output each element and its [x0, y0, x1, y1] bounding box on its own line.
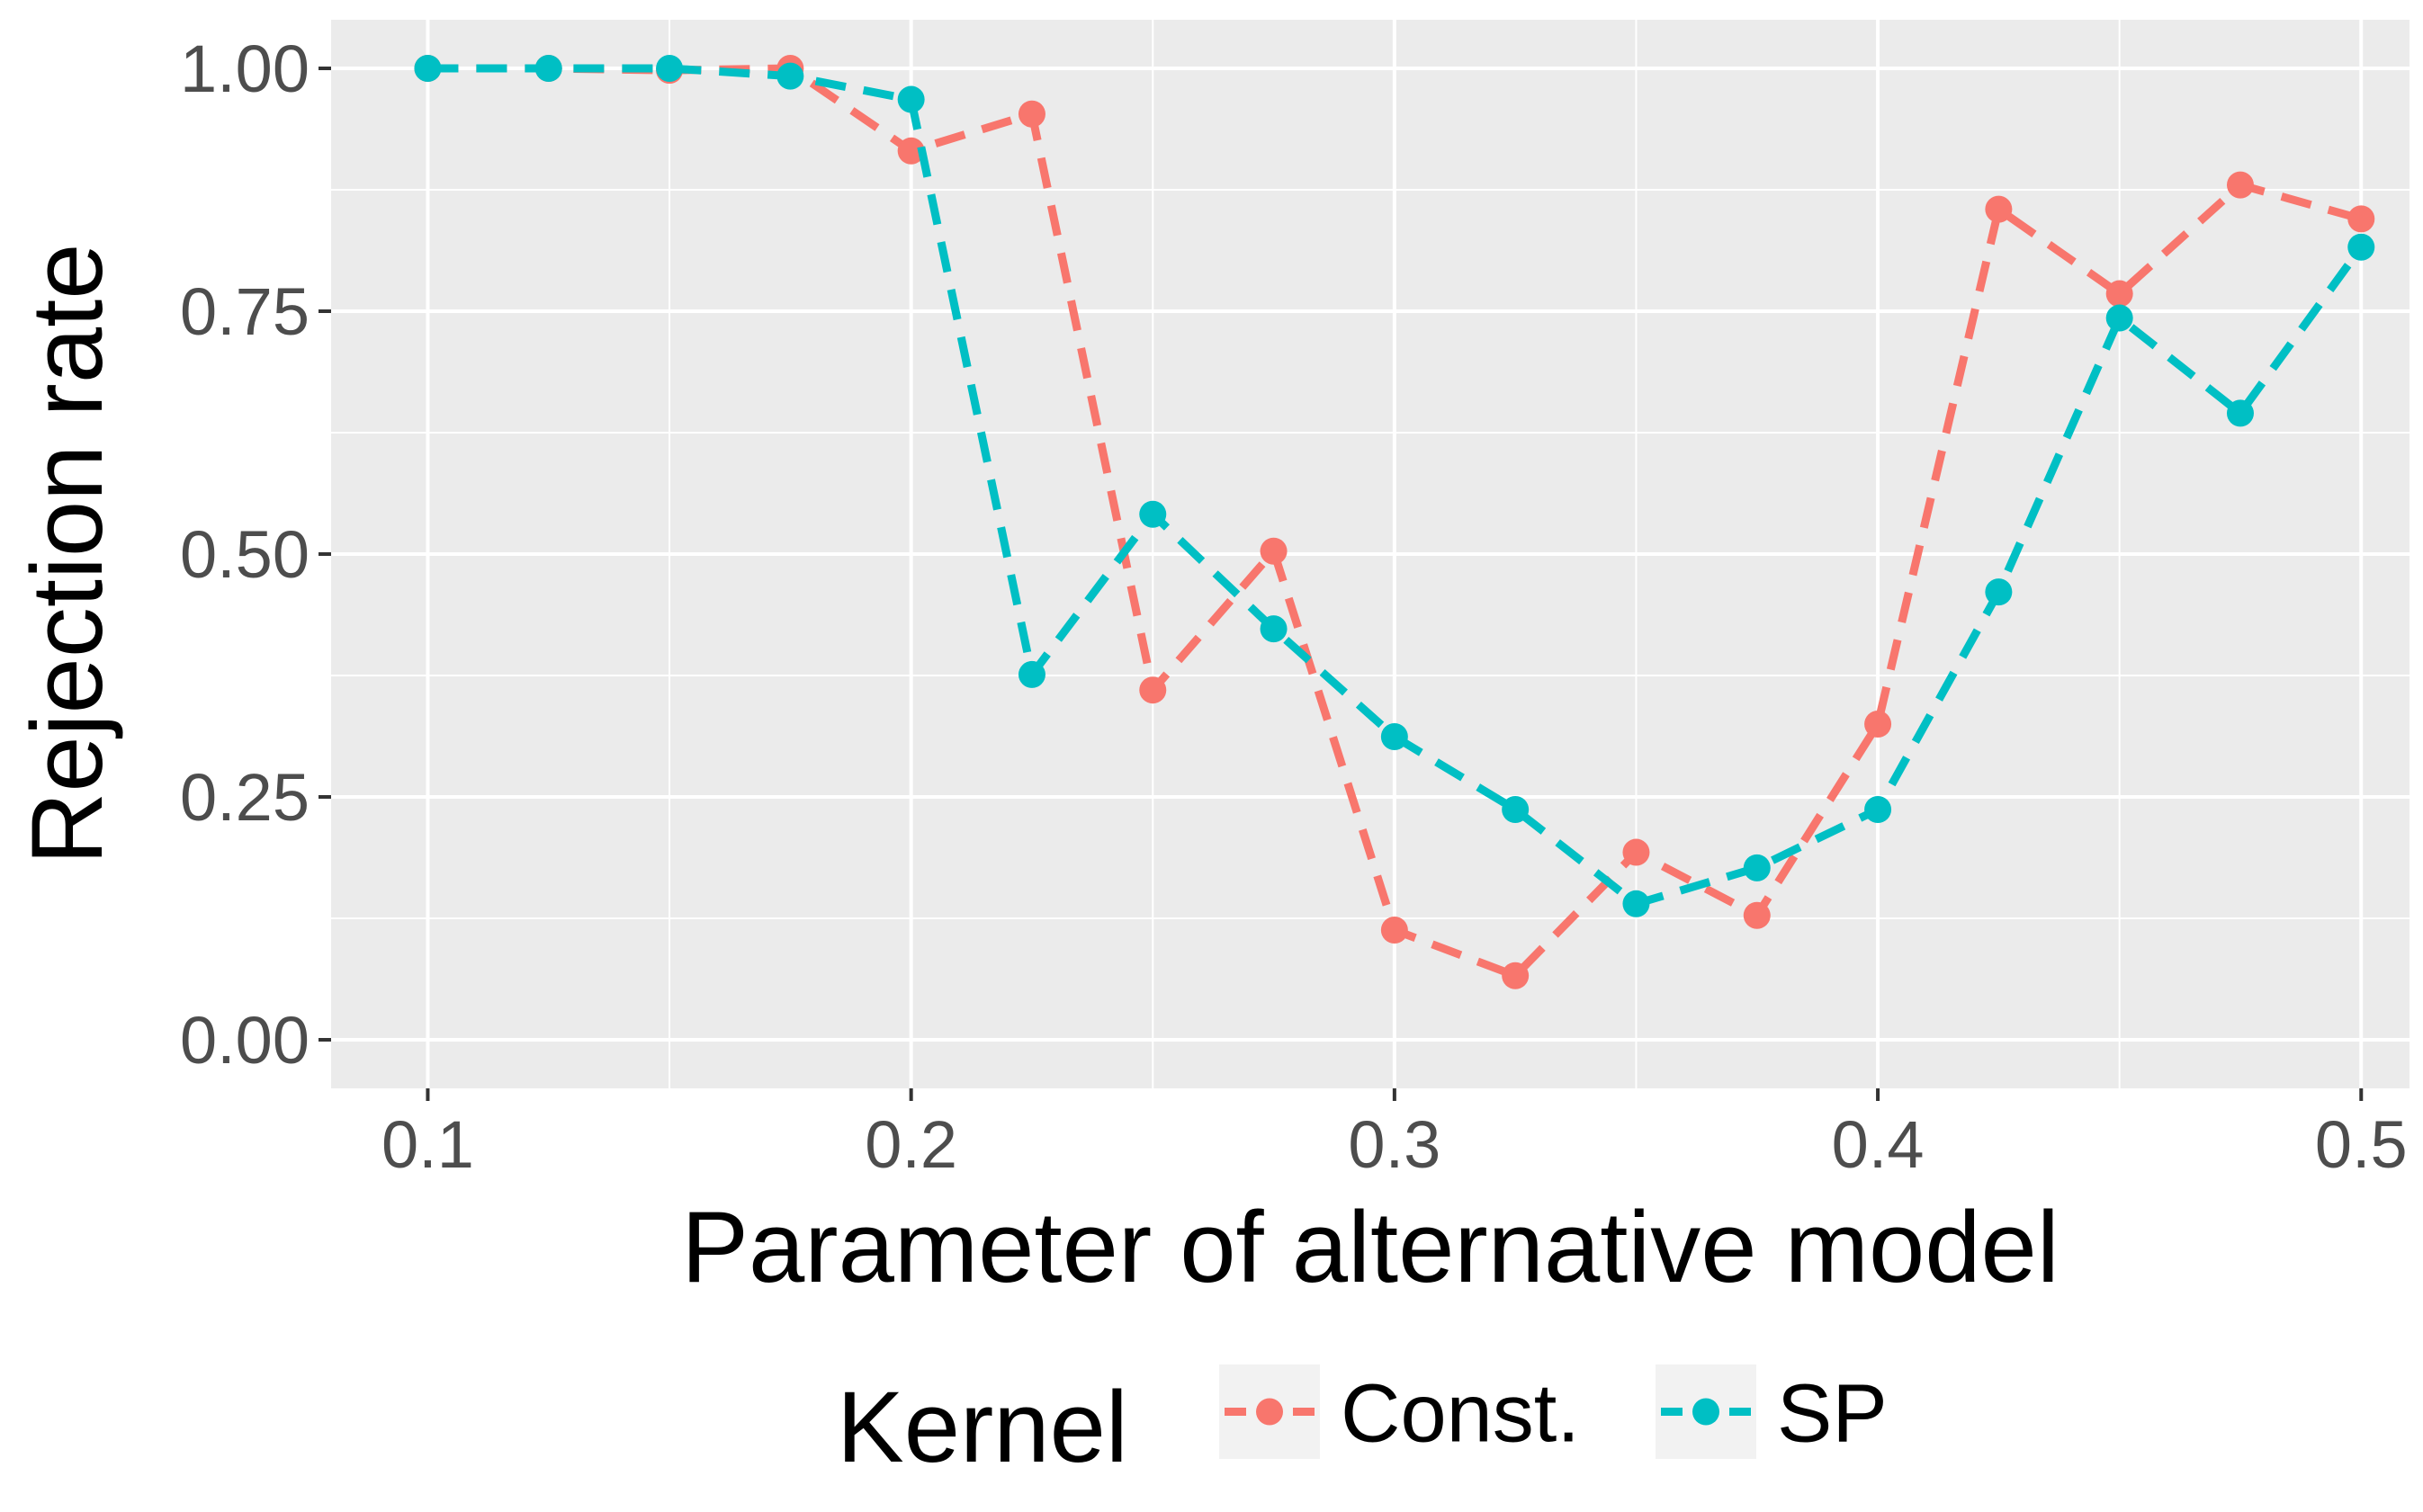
x-tick-label: 0.3	[1348, 1107, 1440, 1182]
data-point	[1380, 723, 1408, 751]
legend-key	[1656, 1364, 1756, 1459]
data-point	[2105, 304, 2133, 332]
data-point	[1139, 500, 1167, 528]
x-tick-label: 0.5	[2315, 1107, 2408, 1182]
y-axis-title: Rejection rate	[11, 243, 123, 864]
data-point	[1743, 854, 1771, 881]
data-point	[1018, 660, 1045, 688]
data-point	[2226, 171, 2254, 199]
data-point	[1622, 838, 1650, 866]
data-point	[1260, 537, 1288, 565]
data-point	[2347, 233, 2375, 261]
data-point	[1864, 796, 1892, 824]
legend-entry-label: SP	[1777, 1368, 1888, 1460]
data-point	[1380, 916, 1408, 944]
legend-title: Kernel	[837, 1371, 1128, 1483]
legend: Kernel Const. SP	[837, 1364, 1888, 1483]
legend-key-point	[1692, 1398, 1719, 1426]
series-line	[427, 64, 2365, 908]
y-tick-label: 0.00	[180, 1003, 310, 1078]
x-tick-label: 0.2	[865, 1107, 957, 1182]
data-point	[414, 55, 442, 82]
x-tick-label: 0.1	[381, 1107, 474, 1182]
legend-key	[1219, 1364, 1320, 1459]
series-2	[414, 55, 2375, 917]
data-point	[1502, 962, 1530, 989]
data-point	[1260, 615, 1288, 643]
y-tick-label: 1.00	[180, 31, 310, 106]
data-point	[2226, 399, 2254, 427]
data-point	[897, 137, 925, 165]
y-tick-label: 0.75	[180, 274, 310, 349]
data-point	[2105, 280, 2133, 308]
legend-key-point	[1256, 1398, 1283, 1426]
y-tick-label: 0.50	[180, 517, 310, 592]
y-axis-ticks: 0.00 0.25 0.50 0.75 1.00	[180, 31, 331, 1078]
data-point	[1622, 890, 1650, 917]
data-point	[2347, 205, 2375, 233]
data-point	[776, 62, 804, 90]
data-point	[1743, 901, 1771, 929]
data-point	[1018, 100, 1045, 128]
data-point	[1139, 676, 1167, 704]
x-axis-ticks: 0.1 0.2 0.3 0.4 0.5	[381, 1088, 2408, 1182]
legend-entry-label: Const.	[1341, 1368, 1580, 1460]
data-point	[1502, 796, 1530, 824]
x-tick-label: 0.4	[1832, 1107, 1925, 1182]
data-point	[897, 85, 925, 113]
data-point	[1985, 195, 2013, 223]
series-layer	[414, 55, 2375, 989]
data-point	[1864, 711, 1892, 738]
data-point	[1985, 578, 2013, 606]
data-point	[656, 55, 684, 82]
y-tick-label: 0.25	[180, 760, 310, 835]
data-point	[534, 55, 562, 82]
x-axis-title: Parameter of alternative model	[681, 1191, 2059, 1303]
